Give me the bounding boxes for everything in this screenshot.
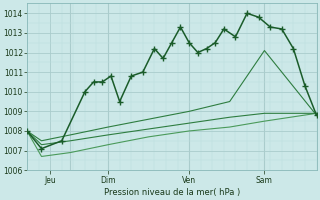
X-axis label: Pression niveau de la mer( hPa ): Pression niveau de la mer( hPa ) bbox=[104, 188, 240, 197]
